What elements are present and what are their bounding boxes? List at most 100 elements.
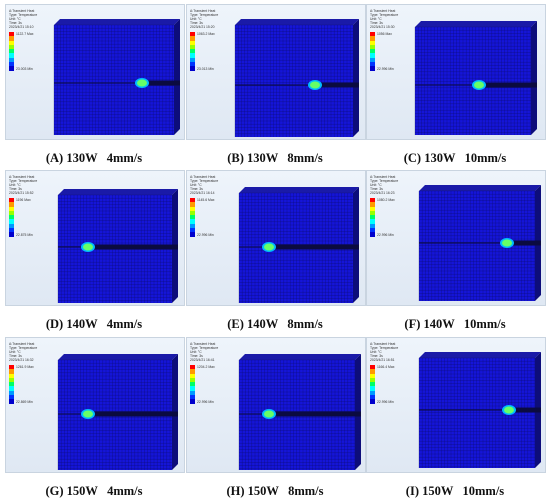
legend-color-swatch: [370, 390, 375, 396]
legend-color-swatch: [190, 53, 195, 58]
legend-header-line: Type: Temperature: [190, 13, 219, 17]
legend-color-swatch: [190, 399, 195, 404]
cube-top-face: [415, 21, 537, 27]
temperature-contour-view: A:Transient Heat Type: Temperature Unit: °…: [5, 4, 185, 140]
legend-header-line: Type: Temperature: [9, 13, 38, 17]
legend-color-swatch: [370, 36, 375, 41]
mesh-grid: [418, 190, 535, 301]
legend-header-line: A:Transient Heat: [190, 342, 216, 346]
substrate-mesh-model: [53, 19, 180, 135]
legend-header-line: A:Transient Heat: [370, 342, 396, 346]
legend-color-swatch: [9, 369, 14, 374]
legend-max-value: 1166.4 Max: [377, 365, 395, 370]
legend-color-swatch: [9, 40, 14, 45]
legend-header-line: A:Transient Heat: [370, 175, 396, 179]
legend-max-value: 1196 Max: [16, 198, 31, 203]
legend-color-swatch: [370, 223, 375, 229]
legend-color-swatch: [9, 62, 14, 67]
legend-color-swatch: [370, 232, 375, 237]
temperature-contour-view: A:Transient Heat Type: Temperature Unit: °…: [366, 337, 546, 473]
simulation-panel: A:Transient Heat Type: Temperature Unit: °…: [186, 337, 366, 500]
legend-color-swatch: [190, 32, 195, 37]
cube-top-face: [419, 352, 541, 358]
legend-header-line: 2023/4/21 16:14: [190, 191, 215, 195]
legend-color-swatch: [9, 365, 14, 370]
legend-max-value: 1056 Max: [377, 32, 392, 37]
substrate-mesh-model: [238, 187, 359, 303]
legend-header-line: 2023/4/21 15:20: [190, 25, 215, 29]
legend-color-swatch: [370, 215, 375, 220]
legend-header-line: Time: 3s: [190, 187, 203, 191]
legend-color-swatch: [190, 57, 195, 63]
substrate-mesh-model: [418, 185, 541, 301]
legend-color-swatch: [9, 373, 14, 378]
temperature-legend: A:Transient Heat Type: Temperature Unit: °…: [370, 9, 416, 71]
panel-caption: (A) 130W 4mm/s: [45, 151, 143, 165]
legend-color-swatch: [370, 44, 375, 50]
cube-front-face: [419, 191, 535, 301]
cube-side-face: [531, 21, 537, 135]
legend-color-swatch: [9, 223, 14, 229]
panel-caption: (H) 150W 8mm/s: [226, 484, 324, 498]
molten-pool-core: [474, 81, 484, 89]
cube-side-face: [174, 19, 180, 135]
legend-color-swatch: [9, 44, 14, 50]
substrate-mesh-model: [234, 19, 359, 137]
panel-caption: (F) 140W 10mm/s: [404, 317, 506, 331]
temperature-legend: A:Transient Heat Type: Temperature Unit: °…: [370, 342, 416, 404]
temperature-contour-view: A:Transient Heat Type: Temperature Unit: °…: [186, 4, 366, 140]
legend-color-swatch: [190, 373, 195, 378]
legend-color-swatch: [190, 62, 195, 67]
legend-color-swatch: [370, 399, 375, 404]
legend-header-line: Unit: °C: [190, 350, 202, 354]
temperature-legend: A:Transient Heat Type: Temperature Unit: °…: [190, 9, 236, 71]
legend-color-swatch: [370, 53, 375, 58]
molten-pool-core: [264, 410, 274, 418]
temperature-legend: A:Transient Heat Type: Temperature Unit: °…: [9, 175, 55, 237]
legend-min-value: 22.996 Min: [197, 232, 214, 237]
legend-header-line: Unit: °C: [370, 17, 382, 21]
legend-header-line: Time: 3s: [370, 187, 383, 191]
cube-front-face: [54, 25, 174, 135]
panel-caption: (E) 140W 8mm/s: [227, 317, 323, 331]
legend-header-line: 2023/4/21 16:32: [9, 358, 34, 362]
molten-pool-core: [83, 410, 93, 418]
legend-max-value: 1204.2 Max: [197, 365, 215, 370]
legend-color-swatch: [9, 215, 14, 220]
molten-pool-core: [504, 406, 514, 414]
legend-min-value: 22.996 Min: [197, 399, 214, 404]
legend-color-swatch: [190, 386, 195, 391]
legend-color-swatch: [190, 365, 195, 370]
legend-color-swatch: [9, 228, 14, 233]
cube-top-face: [419, 185, 541, 191]
panel-caption: (I) 150W 10mm/s: [405, 484, 505, 498]
legend-color-swatch: [370, 373, 375, 378]
legend-color-swatch: [9, 36, 14, 41]
legend-color-swatch: [190, 198, 195, 203]
legend-color-swatch: [190, 215, 195, 220]
legend-max-value: 1145.6 Max: [197, 198, 215, 203]
legend-header-line: Unit: °C: [190, 183, 202, 187]
cube-front-face: [415, 27, 531, 135]
legend-header-line: Time: 3s: [370, 21, 383, 25]
cube-top-face: [239, 187, 359, 193]
cube-top-face: [235, 19, 359, 25]
mesh-grid: [234, 24, 353, 137]
legend-header-line: Type: Temperature: [370, 346, 399, 350]
legend-color-swatch: [9, 386, 14, 391]
legend-color-swatch: [9, 377, 14, 383]
legend-color-swatch: [370, 395, 375, 400]
mesh-grid: [414, 26, 531, 135]
cube-top-face: [239, 354, 361, 360]
panel-caption: (B) 130W 8mm/s: [227, 151, 323, 165]
legend-max-value: 1122.7 Max: [16, 32, 34, 37]
mesh-grid: [57, 359, 172, 470]
legend-color-swatch: [370, 369, 375, 374]
simulation-panel: A:Transient Heat Type: Temperature Unit: °…: [5, 4, 185, 167]
legend-color-swatch: [9, 198, 14, 203]
legend-header-line: Unit: °C: [9, 17, 21, 21]
simulation-panel: A:Transient Heat Type: Temperature Unit: °…: [186, 170, 366, 333]
legend-header-line: Unit: °C: [9, 350, 21, 354]
legend-color-swatch: [9, 202, 14, 207]
legend-color-swatch: [370, 365, 375, 370]
